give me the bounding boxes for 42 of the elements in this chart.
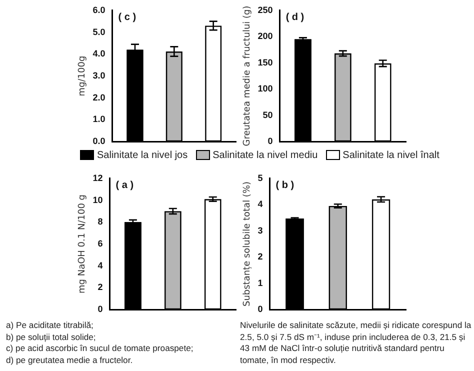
legend-label: Salinitate la nivel jos	[96, 150, 188, 161]
y-tick-label: 2.0	[92, 92, 106, 102]
y-tick-label: 0	[258, 304, 263, 314]
annotation: ( a )	[116, 180, 134, 192]
y-tick-label: 4	[98, 260, 103, 270]
y-tick-label: 2	[258, 252, 263, 262]
y-tick-label: 200	[258, 31, 273, 42]
y-tick-label: 100	[258, 84, 273, 94]
y-axis-title: Substanțe solubile total (%)	[242, 181, 253, 307]
y-tick-label: 0.0	[92, 136, 106, 146]
text: a) Pe aciditate titrabilă;	[6, 320, 94, 332]
text: d) pe greutatea medie a fructelor.	[6, 354, 134, 366]
y-tick-label: 5.0	[92, 26, 106, 37]
y-tick-label: 5	[258, 172, 263, 183]
legend-label: Salinitate la nivel înalt	[342, 150, 440, 161]
y-tick-label: 250	[258, 4, 273, 15]
text: Nivelurile de salinitate scăzute, medii și ridicate corespund la 2.5, 5.0 și 7.5 dS m⁻¹, induse prin includerea de 0.3, 21.5 și 43 mM de NaCl într-o soluție nutritivă standard pentru tomate, în mod respectiv.	[240, 320, 472, 366]
y-axis-title: Greutatea medie a fructului (g)	[242, 6, 253, 146]
y-tick-label: 0	[268, 136, 273, 146]
text: b) pe soluții total solide;	[6, 332, 97, 343]
y-axis-title: mg/100g	[78, 56, 88, 96]
y-tick-label: 50	[262, 110, 273, 120]
legend-label: Salinitate la nivel mediu	[212, 150, 318, 161]
y-tick-label: 0	[98, 304, 103, 314]
y-tick-label: 4	[258, 199, 263, 210]
y-tick-label: 1.0	[92, 114, 106, 124]
y-tick-label: 8	[98, 216, 103, 227]
y-tick-label: 3.0	[92, 70, 106, 80]
annotation: ( d )	[286, 12, 304, 24]
y-tick-label: 1	[258, 278, 263, 288]
y-tick-label: 12	[92, 172, 103, 183]
y-tick-label: 6.0	[92, 4, 106, 15]
text: c) pe acid ascorbic în sucul de tomate proaspete;	[6, 343, 194, 354]
y-tick-label: 2	[98, 282, 103, 292]
y-tick-label: 150	[258, 57, 273, 68]
annotation: ( b )	[276, 180, 294, 192]
y-tick-label: 3	[258, 225, 263, 236]
y-tick-label: 4.0	[92, 48, 106, 59]
y-tick-label: 6	[98, 238, 103, 248]
y-tick-label: 10	[92, 194, 103, 205]
annotation: ( c )	[118, 12, 136, 24]
y-axis-title: mg NaOH 0.1 N/100 g	[78, 194, 88, 294]
